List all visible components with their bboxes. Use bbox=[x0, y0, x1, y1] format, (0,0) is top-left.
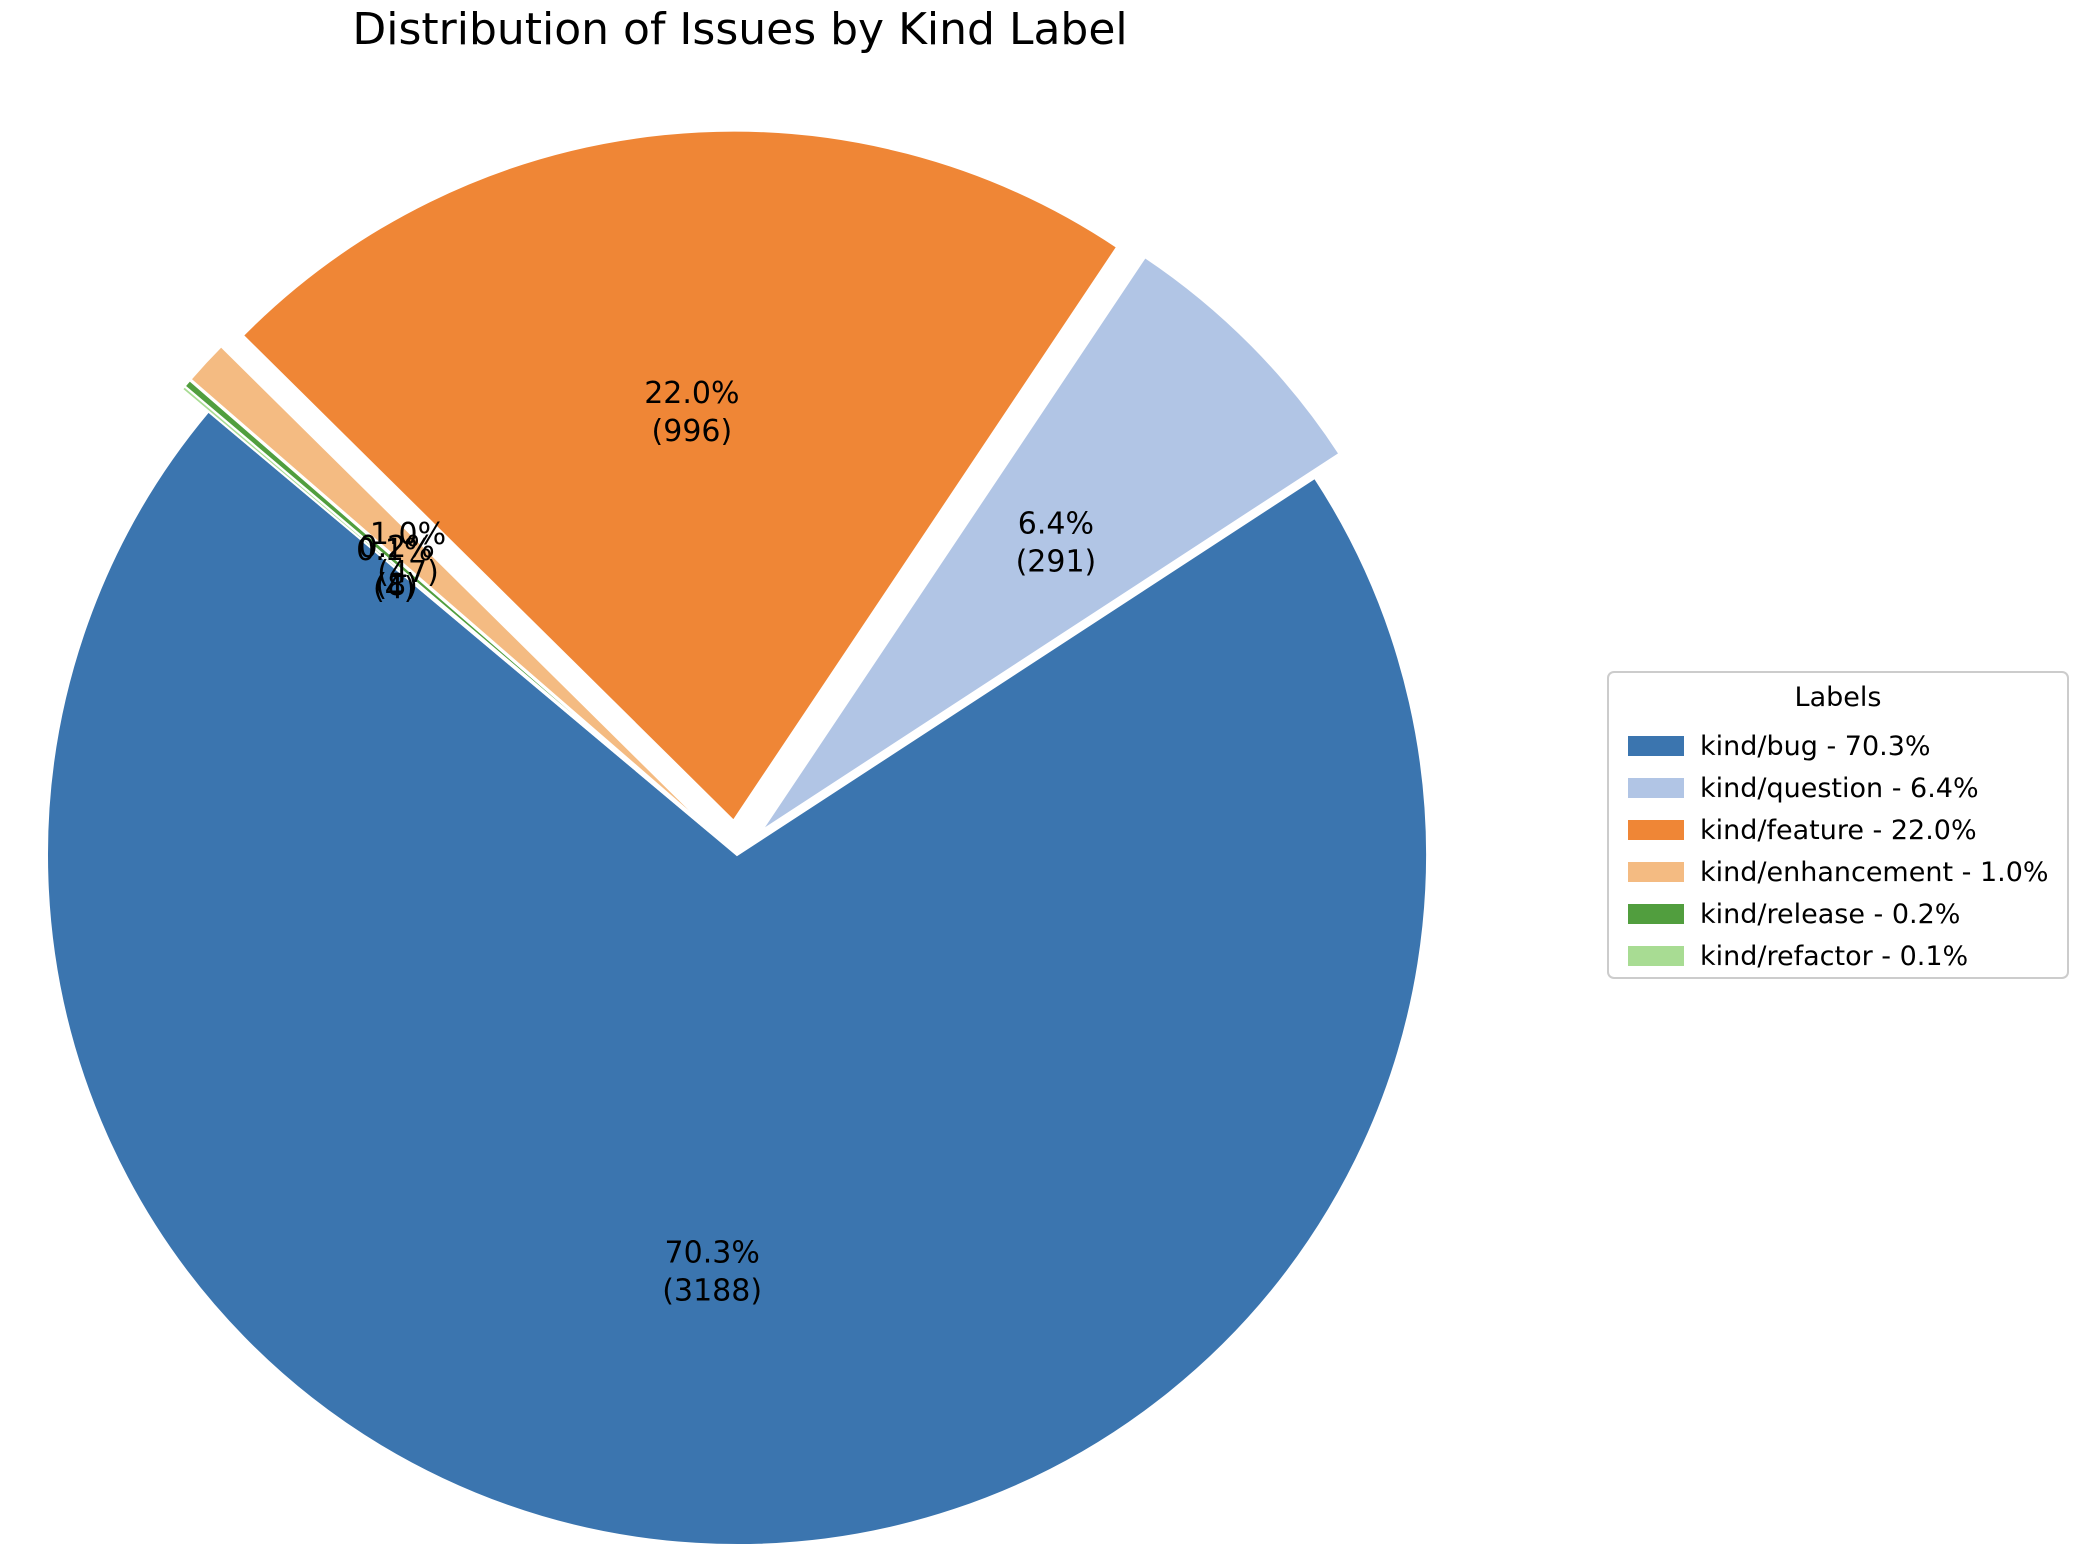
legend-label: kind/enhancement - 1.0% bbox=[1700, 857, 2049, 888]
legend-swatch bbox=[1628, 778, 1684, 798]
legend-label: kind/bug - 70.3% bbox=[1700, 731, 1931, 762]
legend-label: kind/feature - 22.0% bbox=[1700, 815, 1977, 846]
legend-items: kind/bug - 70.3% kind/question - 6.4% kind… bbox=[1628, 731, 2049, 972]
slice-count-label: (4) bbox=[373, 571, 416, 606]
slice-count-label: (47) bbox=[377, 555, 439, 590]
legend: Labels kind/bug - 70.3% kind/question - 6… bbox=[1607, 671, 2069, 979]
slice-percent-label: 70.3% bbox=[665, 1235, 760, 1270]
legend-label: kind/refactor - 0.1% bbox=[1700, 941, 1968, 972]
legend-swatch bbox=[1628, 862, 1684, 882]
legend-label: kind/release - 0.2% bbox=[1700, 899, 1960, 930]
chart-title: Distribution of Issues by Kind Label bbox=[352, 4, 1127, 55]
slice-count-label: (3188) bbox=[662, 1273, 762, 1308]
pie-labels: 70.3%(3188) 6.4%(291) 22.0%(996) 1.0%(47)0.… bbox=[356, 376, 1096, 1308]
legend-swatch bbox=[1628, 904, 1684, 924]
legend-title: Labels bbox=[1795, 682, 1882, 713]
pie-slice-kind-question bbox=[760, 255, 1341, 832]
slice-count-label: (291) bbox=[1016, 545, 1097, 580]
slice-count-label: (996) bbox=[652, 414, 733, 449]
slice-percent-label: 1.0% bbox=[370, 517, 446, 552]
slice-percent-label: 0.1% bbox=[356, 533, 432, 568]
pie-slice-kind-bug bbox=[46, 410, 1428, 1546]
legend-swatch bbox=[1628, 736, 1684, 756]
legend-label: kind/question - 6.4% bbox=[1700, 773, 1979, 804]
slice-count-label: (8) bbox=[375, 568, 418, 603]
pie-slice-kind-refactor bbox=[180, 384, 712, 834]
legend-swatch bbox=[1628, 820, 1684, 840]
legend-frame bbox=[1607, 671, 2069, 979]
pie-slice-kind-feature bbox=[241, 129, 1119, 823]
legend-swatch bbox=[1628, 946, 1684, 966]
slice-percent-label: 6.4% bbox=[1018, 507, 1094, 542]
pie-slices bbox=[46, 129, 1428, 1546]
pie-slice-kind-enhancement bbox=[189, 344, 713, 833]
slice-percent-label: 22.0% bbox=[644, 376, 739, 411]
slice-percent-label: 0.2% bbox=[359, 530, 435, 565]
